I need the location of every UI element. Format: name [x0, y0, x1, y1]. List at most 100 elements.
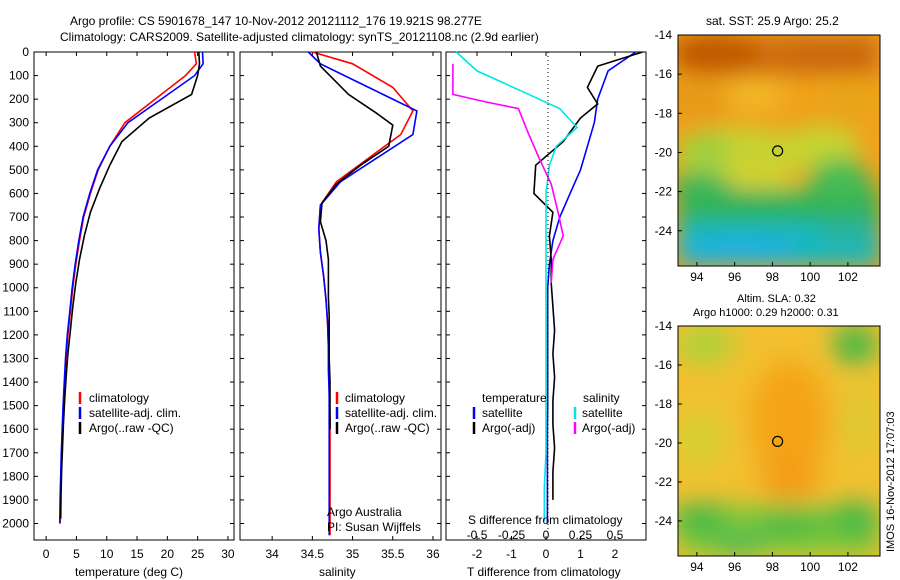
- x-tick-label: 36: [426, 547, 440, 561]
- depth-tick-label: 300: [9, 116, 29, 130]
- credit-argo-australia: Argo Australia: [327, 505, 402, 519]
- x-tick-label: -2: [472, 547, 483, 561]
- series-line-temperature-satellite: [546, 51, 637, 524]
- sst-map-frame: [677, 34, 881, 267]
- legend-argo: Argo(..raw -QC): [345, 421, 430, 435]
- depth-tick-label: 800: [9, 234, 29, 248]
- legend-satellite: satellite-adj. clim.: [345, 406, 437, 420]
- x-tick-label: 34.5: [301, 547, 325, 561]
- header-line-2: Climatology: CARS2009. Satellite-adjuste…: [60, 30, 539, 44]
- credit-pi: PI: Susan Wijffels: [327, 520, 421, 534]
- map-y-tick-label: -18: [655, 106, 673, 120]
- temperature-legend: climatology satellite-adj. clim. Argo(..…: [78, 391, 181, 435]
- series-line-salinity-argo-adj-: [452, 63, 565, 284]
- x-tick-label: 0: [543, 547, 550, 561]
- depth-tick-label: 1200: [2, 328, 29, 342]
- difference-axis: -2 -1 0 1 2 -0.5 -0.25 0 0.25 0.5: [467, 52, 624, 561]
- header-line-1: Argo profile: CS 5901678_147 10-Nov-2012…: [70, 14, 482, 28]
- sla-map-title-1: Altim. SLA: 0.32: [737, 293, 816, 305]
- sla-profile-location-marker: [772, 435, 784, 448]
- series-line-satellite-adj-clim-: [59, 51, 204, 524]
- map-y-tick-label: -24: [655, 514, 673, 528]
- map-x-tick-label: 98: [766, 270, 780, 284]
- map-x-tick-label: 102: [838, 560, 858, 574]
- legend-temperature-title: temperature: [482, 391, 547, 405]
- x-tick-label: 5: [73, 547, 80, 561]
- map-x-tick-label: 100: [800, 560, 820, 574]
- sla-map-axes: -14 -16 -18 -20 -22 -24 94 96 98 100 102: [655, 319, 859, 574]
- series-line-satellite-adj-clim-: [307, 51, 418, 536]
- map-x-tick-label: 94: [690, 270, 704, 284]
- sst-map-title: sat. SST: 25.9 Argo: 25.2: [706, 14, 839, 28]
- legend-argo: Argo(..raw -QC): [89, 421, 174, 435]
- top-tick-label: 0.25: [569, 528, 593, 542]
- sla-heatmap: [678, 326, 880, 556]
- top-tick-label: -0.25: [498, 528, 526, 542]
- series-line-salinity-satellite: [455, 51, 579, 522]
- map-y-tick-label: -18: [655, 397, 673, 411]
- map-x-tick-label: 94: [690, 560, 704, 574]
- legend-salinity-title: salinity: [583, 391, 620, 405]
- series-line-argo-raw-qc-: [59, 51, 201, 519]
- s-difference-label: S difference from climatology: [468, 513, 623, 527]
- series-line-temperature-argo-adj-: [533, 51, 643, 500]
- depth-tick-label: 1500: [2, 399, 29, 413]
- depth-tick-label: 600: [9, 186, 29, 200]
- profile-series: [59, 51, 643, 536]
- x-tick-label: 1: [577, 547, 584, 561]
- depth-tick-label: 1600: [2, 422, 29, 436]
- salinity-axis: 34 34.5 35 35.5 36: [265, 52, 440, 561]
- temperature-xlabel: temperature (deg C): [75, 565, 183, 579]
- depth-tick-label: 400: [9, 139, 29, 153]
- map-y-tick-label: -14: [655, 319, 673, 333]
- depth-axis: 0 100 200 300 400 500 600 700 800 900 1000 1100 1200…: [2, 45, 646, 530]
- map-y-tick-label: -24: [655, 224, 673, 238]
- map-y-tick-label: -20: [655, 145, 673, 159]
- depth-tick-label: 1300: [2, 351, 29, 365]
- difference-xlabel: T difference from climatology: [467, 565, 621, 579]
- series-line-argo-raw-qc-: [315, 51, 394, 430]
- map-x-tick-label: 98: [766, 560, 780, 574]
- salinity-panel-frame: [239, 51, 442, 541]
- map-y-tick-label: -14: [655, 28, 673, 42]
- temperature-panel-frame: [33, 51, 235, 541]
- depth-tick-label: 1800: [2, 469, 29, 483]
- legend-t-argo: Argo(-adj): [482, 421, 535, 435]
- map-x-tick-label: 102: [838, 270, 858, 284]
- depth-tick-label: 1700: [2, 446, 29, 460]
- legend-s-satellite: satellite: [582, 406, 623, 420]
- map-y-tick-label: -20: [655, 436, 673, 450]
- x-tick-label: 25: [191, 547, 205, 561]
- depth-tick-label: 0: [22, 45, 29, 59]
- salinity-xlabel: salinity: [319, 565, 356, 579]
- x-tick-label: 35.5: [381, 547, 405, 561]
- sst-profile-location-marker: [772, 145, 784, 157]
- x-tick-label: 30: [221, 547, 235, 561]
- sla-map-title-2: Argo h1000: 0.29 h2000: 0.31: [693, 307, 839, 319]
- salinity-legend: climatology satellite-adj. clim. Argo(..…: [335, 391, 437, 435]
- map-x-tick-label: 96: [728, 270, 742, 284]
- sla-map-frame: [677, 325, 881, 557]
- depth-tick-label: 700: [9, 210, 29, 224]
- depth-tick-label: 900: [9, 257, 29, 271]
- x-tick-label: 0: [43, 547, 50, 561]
- top-tick-label: 0.5: [607, 528, 624, 542]
- x-tick-label: 20: [161, 547, 175, 561]
- depth-tick-label: 100: [9, 69, 29, 83]
- map-x-tick-label: 100: [800, 270, 820, 284]
- top-tick-label: -0.5: [467, 528, 488, 542]
- depth-tick-label: 500: [9, 163, 29, 177]
- x-tick-label: 15: [130, 547, 144, 561]
- x-tick-label: 35: [346, 547, 360, 561]
- map-y-tick-label: -22: [655, 475, 673, 489]
- legend-s-argo: Argo(-adj): [582, 421, 635, 435]
- depth-tick-label: 1400: [2, 375, 29, 389]
- sst-map-axes: -14 -16 -18 -20 -22 -24 94 96 98 100 102: [655, 28, 859, 284]
- temperature-axis: 0 5 10 15 20 25 30: [43, 52, 235, 561]
- depth-tick-label: 1000: [2, 281, 29, 295]
- x-tick-label: 34: [265, 547, 279, 561]
- map-y-tick-label: -22: [655, 185, 673, 199]
- x-tick-label: -1: [506, 547, 517, 561]
- x-tick-label: 2: [612, 547, 619, 561]
